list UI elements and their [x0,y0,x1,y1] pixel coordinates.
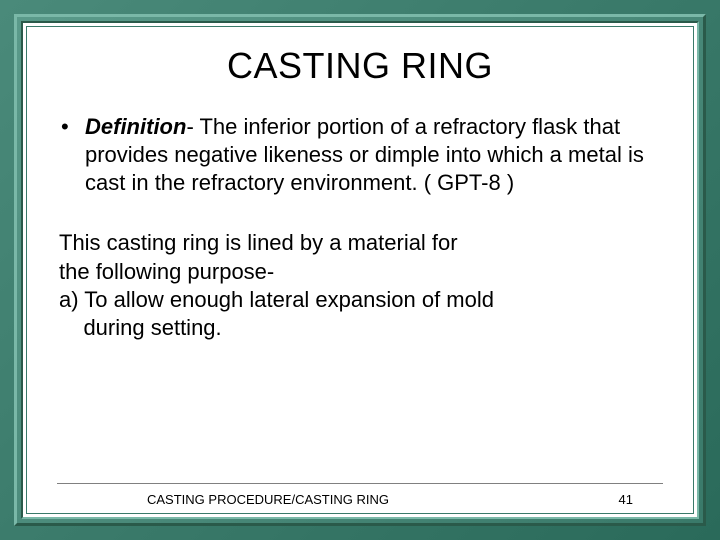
footer-text: CASTING PROCEDURE/CASTING RING [57,492,389,507]
slide-content-area: CASTING RING • Definition- The inferior … [26,26,694,514]
slide-title: CASTING RING [57,45,663,87]
page-number: 41 [619,492,663,507]
slide-frame-bevel: CASTING RING • Definition- The inferior … [14,14,706,526]
bullet-marker: • [57,113,85,197]
footer-rule [57,483,663,484]
body-line-3: a) To allow enough lateral expansion of … [59,286,663,314]
definition-bullet: • Definition- The inferior portion of a … [57,113,663,197]
footer-row: CASTING PROCEDURE/CASTING RING 41 [57,492,663,507]
definition-separator: - [186,114,199,139]
body-paragraph: This casting ring is lined by a material… [59,229,663,342]
definition-text: Definition- The inferior portion of a re… [85,113,663,197]
slide-footer: CASTING PROCEDURE/CASTING RING 41 [57,483,663,507]
body-line-2: the following purpose- [59,258,663,286]
body-line-4: during setting. [59,314,663,342]
slide-frame-mid: CASTING RING • Definition- The inferior … [21,21,699,519]
slide-frame-outer: CASTING RING • Definition- The inferior … [0,0,720,540]
body-line-1: This casting ring is lined by a material… [59,229,663,257]
definition-label: Definition [85,114,186,139]
